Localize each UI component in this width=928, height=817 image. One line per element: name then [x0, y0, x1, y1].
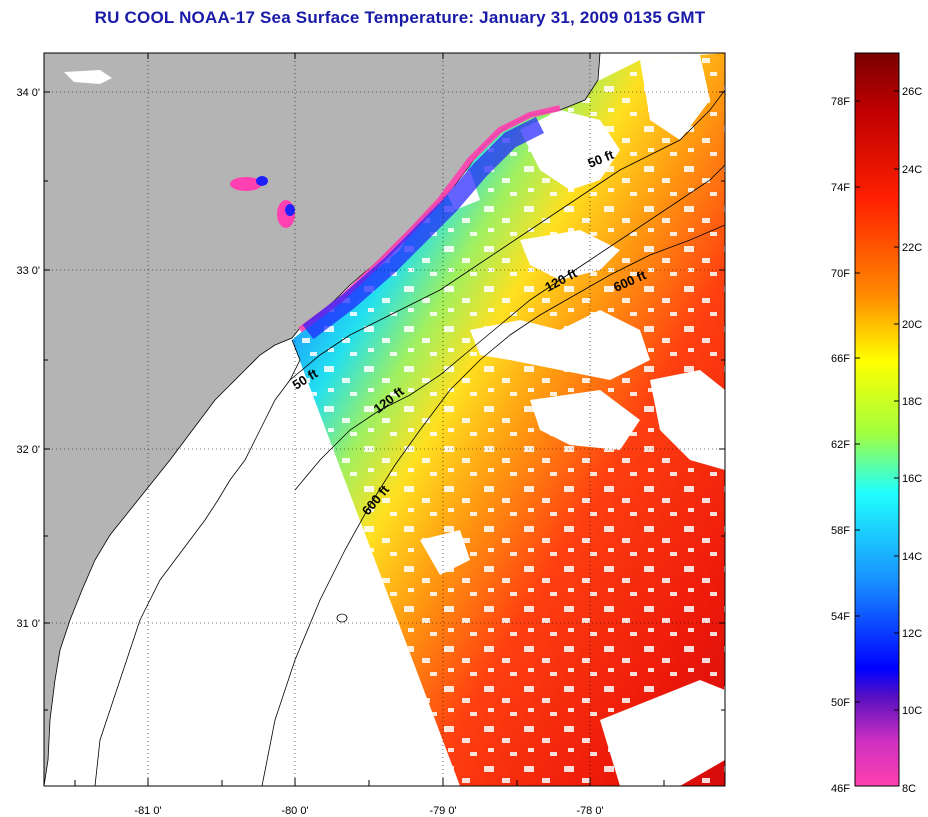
cb-c-20: 20C: [902, 319, 922, 331]
axis-ticks: [44, 53, 725, 786]
lon-label-79: -79 0': [429, 805, 456, 817]
cb-f-50: 50F: [831, 697, 850, 709]
coastline-detail: [94, 339, 301, 786]
seamount-contour: [336, 613, 348, 623]
cb-c-12: 12C: [902, 628, 922, 640]
colorbar-celsius-labels: 26C 24C 22C 20C 18C 16C 14C 12C 10C 8C: [902, 86, 922, 795]
colorbar-fahrenheit-labels: 78F 74F 70F 66F 62F 58F 54F 50F 46F: [831, 96, 850, 795]
contour-50ft: [289, 89, 725, 381]
lat-label-32: 32 0': [16, 444, 40, 456]
contour-120ft: [294, 164, 725, 491]
lon-label-78: -78 0': [576, 805, 603, 817]
lat-label-34: 34 0': [16, 87, 40, 99]
map-title: RU COOL NOAA-17 Sea Surface Temperature:…: [94, 8, 706, 27]
lake: [64, 70, 112, 84]
lat-label-31: 31 0': [16, 618, 40, 630]
cb-f-74: 74F: [831, 182, 850, 194]
map-border: [43, 52, 726, 787]
cb-c-18: 18C: [902, 396, 922, 408]
cb-c-8: 8C: [902, 783, 916, 795]
coastal-blue-band: [302, 116, 545, 340]
cb-c-22: 22C: [902, 242, 922, 254]
graticule: [44, 53, 725, 786]
cb-c-10: 10C: [902, 705, 922, 717]
cb-f-66: 66F: [831, 353, 850, 365]
lon-label-81: -81 0': [134, 805, 161, 817]
cb-c-26: 26C: [902, 86, 922, 98]
cb-f-78: 78F: [831, 96, 850, 108]
inland-lakes: [230, 176, 295, 228]
cloud-cover: [292, 53, 725, 786]
cb-c-24: 24C: [902, 164, 922, 176]
cb-f-62: 62F: [831, 439, 850, 451]
lon-label-80: -80 0': [281, 805, 308, 817]
cb-c-16: 16C: [902, 473, 922, 485]
cb-c-14: 14C: [902, 551, 922, 563]
cb-f-54: 54F: [831, 611, 850, 623]
cb-f-58: 58F: [831, 525, 850, 537]
colorbar-ticks: [855, 90, 899, 711]
cb-f-70: 70F: [831, 268, 850, 280]
cb-f-46: 46F: [831, 783, 850, 795]
contour-600ft: [261, 224, 725, 786]
colorbar: [854, 52, 900, 787]
lat-label-33: 33 0': [16, 265, 40, 277]
